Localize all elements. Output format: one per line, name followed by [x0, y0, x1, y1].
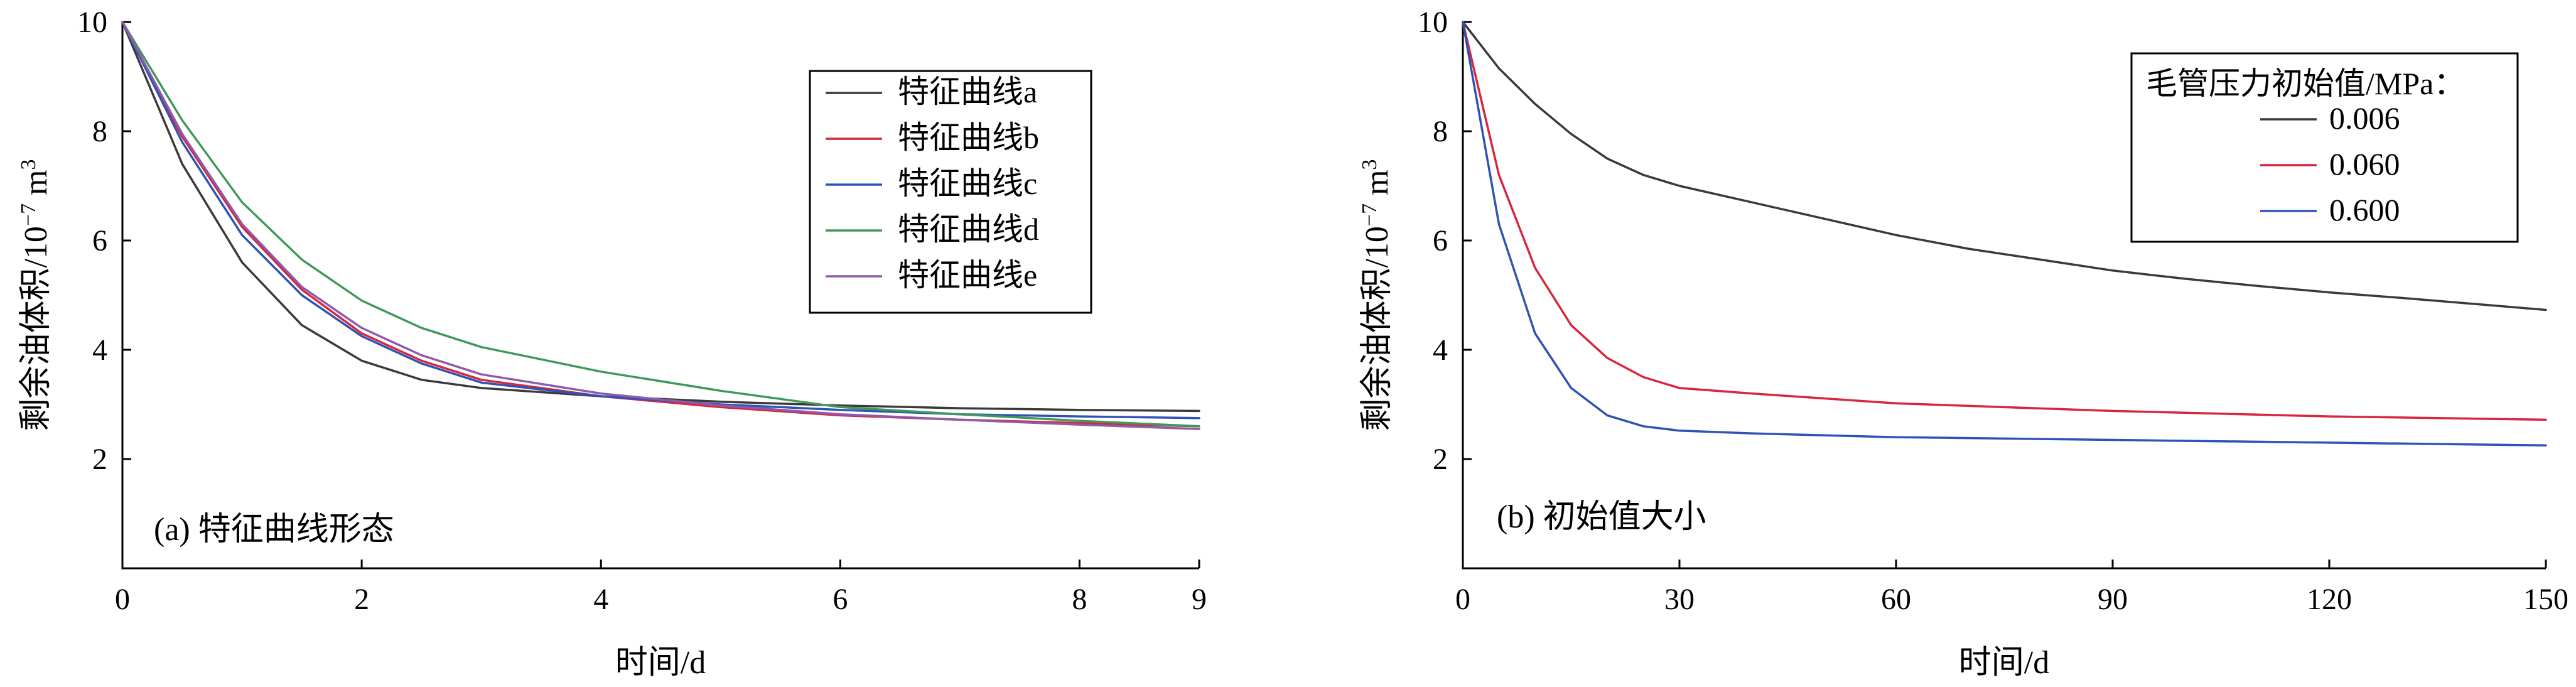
ylabel-unit-exp: 3 [1358, 159, 1381, 170]
panel-a-x-axis-label: 时间/d [615, 645, 706, 681]
x-tick-label: 2 [354, 583, 369, 616]
y-tick-label: 4 [1433, 333, 1448, 367]
y-tick-label: 10 [1418, 6, 1448, 39]
x-tick-label: 8 [1072, 583, 1087, 616]
panel-b-annotation: (b) 初始值大小 [1497, 499, 1706, 535]
panel-b-x-axis-label: 时间/d [1959, 645, 2049, 681]
series-line-b-0 [1462, 21, 2547, 311]
axes-frame-b [1462, 22, 2546, 570]
ylabel-unit: m [1359, 170, 1395, 203]
y-tick-label: 4 [92, 333, 107, 367]
tick-group-a: 0 2 4 6 8 9 2 4 6 8 10 [77, 6, 1207, 616]
series-line-a-3 [121, 21, 1200, 428]
series-line-a-4 [121, 21, 1200, 430]
y-tick-label: 6 [1433, 224, 1448, 257]
y-tick-label: 10 [77, 6, 107, 39]
x-tick-label: 30 [1664, 583, 1695, 616]
x-tick-label: 90 [2098, 583, 2128, 616]
x-tick-label: 6 [833, 583, 848, 616]
x-tick-label: 9 [1192, 583, 1207, 616]
ylabel-exp: −7 [1358, 203, 1381, 226]
legend-title-b: 毛管压力初始值/MPa： [2146, 66, 2465, 101]
tick-group-b: 0 30 60 90 120 150 2 4 6 8 10 [1418, 6, 2568, 616]
legend-label: 特征曲线d [898, 212, 1039, 247]
series-line-a-0 [121, 21, 1200, 413]
y-tick-label: 8 [92, 115, 107, 148]
legend-label: 特征曲线b [898, 120, 1039, 155]
x-tick-label: 150 [2523, 583, 2568, 616]
x-tick-label: 0 [115, 583, 130, 616]
legend-box-a [809, 70, 1092, 314]
x-tick-label: 120 [2307, 583, 2352, 616]
legend-label: 特征曲线a [898, 74, 1037, 109]
series-line-b-1 [1462, 21, 2547, 421]
legend-b: 毛管压力初始值/MPa： 0.006 0.060 0.600 [2130, 52, 2519, 243]
panel-b-y-axis-label: 剩余油体积/10−7 m3 [1358, 159, 1395, 431]
ylabel-main: 剩余油体积/10 [1359, 226, 1395, 431]
ylabel-exp: −7 [17, 203, 40, 226]
chart-panel-a: 0 2 4 6 8 9 2 4 6 8 10 (a) 特征曲线形态 时间/d 剩余油体积/10−7 … [17, 6, 1207, 681]
y-tick-label: 2 [92, 443, 107, 476]
series-line-b-2 [1462, 21, 2547, 447]
legend-box-b [2130, 52, 2519, 243]
x-tick-label: 60 [1881, 583, 1911, 616]
legend-label: 0.006 [2329, 100, 2400, 136]
legend-label: 特征曲线c [898, 166, 1037, 201]
legend-items-b: 0.006 0.060 0.600 [2260, 100, 2400, 227]
legend-items-a: 特征曲线a 特征曲线b 特征曲线c 特征曲线d 特征曲线e [826, 74, 1039, 293]
panel-a-y-axis-label: 剩余油体积/10−7 m3 [17, 159, 54, 431]
legend-label: 0.060 [2329, 146, 2400, 181]
y-tick-label: 8 [1433, 115, 1448, 148]
ylabel-unit: m [18, 170, 54, 203]
legend-label: 特征曲线e [898, 257, 1037, 293]
panel-a-annotation: (a) 特征曲线形态 [154, 512, 394, 548]
y-tick-label: 2 [1433, 443, 1448, 476]
x-tick-label: 0 [1455, 583, 1470, 616]
ylabel-unit-exp: 3 [17, 159, 40, 170]
chart-panel-b: 0 30 60 90 120 150 2 4 6 8 10 (b) 初始值大小 时间/d 剩余油体积… [1358, 6, 2568, 681]
y-tick-label: 6 [92, 224, 107, 257]
x-tick-label: 4 [593, 583, 608, 616]
legend-label: 0.600 [2329, 192, 2400, 227]
series-group-b [1462, 21, 2547, 447]
series-group-a [121, 21, 1200, 430]
ylabel-main: 剩余油体积/10 [18, 226, 54, 431]
legend-a: 特征曲线a 特征曲线b 特征曲线c 特征曲线d 特征曲线e [809, 70, 1092, 314]
